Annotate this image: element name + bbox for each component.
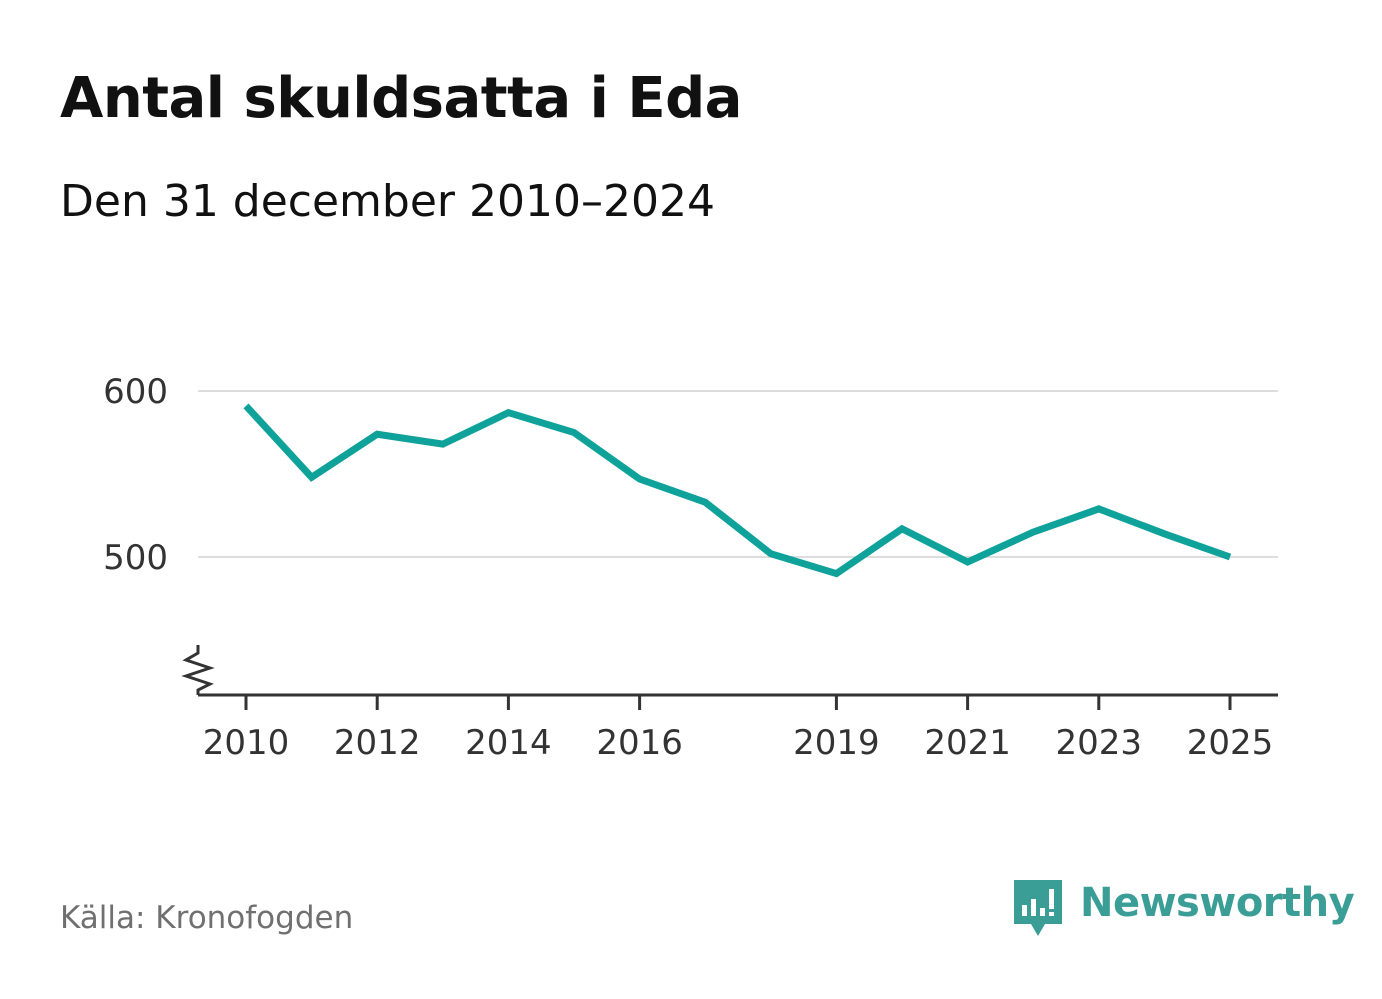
- bar-chart-speech-bubble-icon: [1014, 880, 1062, 936]
- data-point: [702, 499, 709, 506]
- x-tick-label: 2025: [1187, 723, 1274, 763]
- chart-title: Antal skuldsatta i Eda: [60, 66, 742, 131]
- x-tick-label: 2014: [465, 723, 552, 763]
- data-point: [243, 402, 250, 409]
- data-point: [1030, 529, 1037, 536]
- y-tick-label: 600: [103, 372, 168, 412]
- x-tick-label: 2012: [334, 723, 421, 763]
- brand-logo: Newsworthy: [1012, 878, 1355, 940]
- series-layer: [243, 402, 1234, 578]
- data-point: [308, 474, 315, 481]
- x-tick-label: 2016: [596, 723, 683, 763]
- data-point: [833, 570, 840, 577]
- data-point: [767, 550, 774, 557]
- data-point: [899, 525, 906, 532]
- data-point: [1161, 530, 1168, 537]
- data-point: [374, 431, 381, 438]
- x-tick-label: 2019: [793, 723, 880, 763]
- axes: [181, 645, 1278, 710]
- data-point: [964, 558, 971, 565]
- x-tick-label: 2023: [1056, 723, 1143, 763]
- data-point: [1227, 554, 1234, 561]
- x-tick-label: 2010: [203, 723, 290, 763]
- x-tick-label: 2021: [924, 723, 1011, 763]
- gridlines: [198, 390, 1278, 558]
- chart-subtitle: Den 31 december 2010–2024: [60, 176, 715, 227]
- series-line-0: [243, 403, 1232, 578]
- data-point: [505, 409, 512, 416]
- data-point: [1095, 505, 1102, 512]
- data-point: [571, 429, 578, 436]
- data-point: [636, 475, 643, 482]
- source-note: Källa: Kronofogden: [60, 900, 354, 936]
- y-axis-break-icon: [181, 645, 215, 695]
- y-tick-label: 500: [103, 538, 168, 578]
- brand-name: Newsworthy: [1080, 880, 1355, 926]
- data-point: [439, 441, 446, 448]
- tick-labels: 500 600 2010 2012 2014 2016 2019 2021 2023 2025: [103, 372, 1273, 763]
